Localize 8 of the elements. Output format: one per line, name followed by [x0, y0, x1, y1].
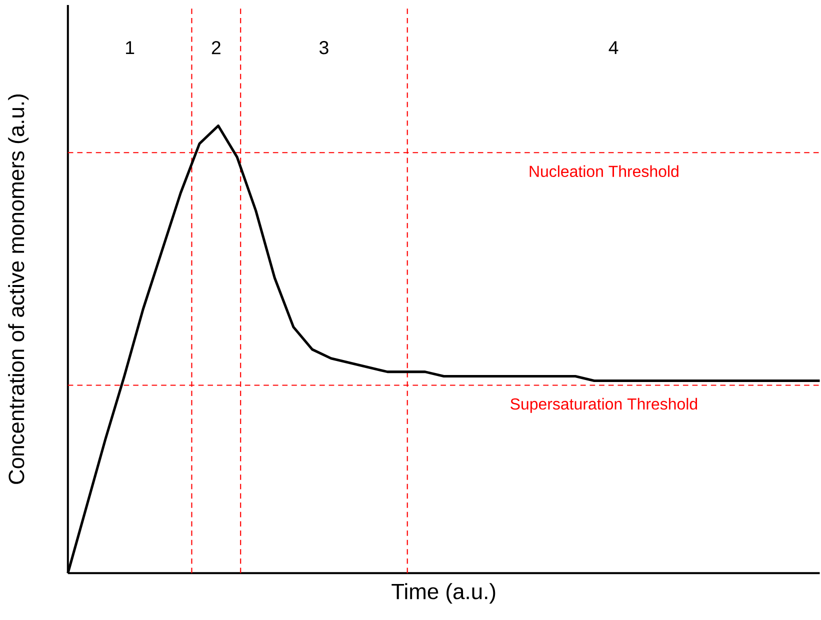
text: 3: [320, 40, 328, 54]
ref-line-label: Nucleation Threshold: [530, 165, 678, 178]
x-axis-title: Time (a.u.): [392, 583, 496, 604]
ref-line-label: Supersaturation Threshold: [510, 398, 698, 413]
text: 4: [608, 41, 618, 54]
y-axis-title: Concentration of active monomers (a.u.): [8, 94, 29, 484]
text: 1: [126, 41, 134, 54]
text: 2: [212, 41, 220, 54]
